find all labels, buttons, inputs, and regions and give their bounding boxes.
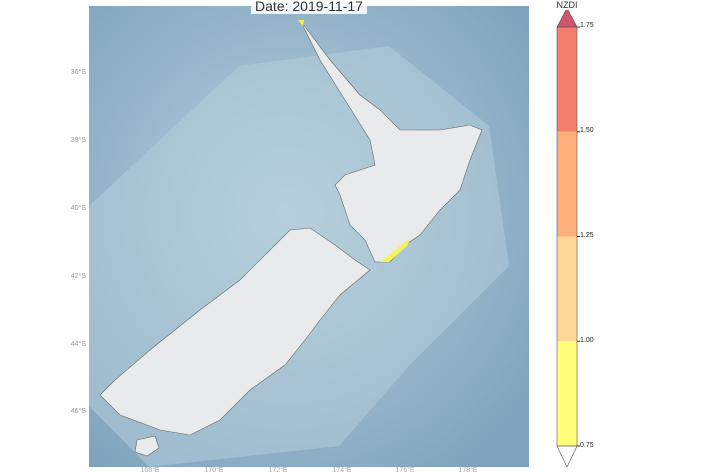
lat-label: 38°S xyxy=(70,137,86,144)
nzdi-highlight-north xyxy=(298,20,304,26)
colorbar-over-triangle xyxy=(556,7,578,28)
lat-label: 36°S xyxy=(70,69,86,76)
lon-label: 168°E xyxy=(140,467,160,474)
colorbar-tick: 0.75 xyxy=(580,442,594,449)
colorbar-tick: 1.50 xyxy=(580,127,594,134)
colorbar-bin xyxy=(557,27,577,132)
nzdi-highlight-wairarapa xyxy=(380,238,411,262)
lon-label: 170°E xyxy=(204,467,224,474)
lon-label: 172°E xyxy=(268,467,288,474)
lat-label: 42°S xyxy=(70,273,86,280)
south-island xyxy=(99,227,371,436)
colorbar-bin xyxy=(557,131,577,237)
colorbar-bin xyxy=(557,341,577,446)
colorbar-tick: 1.00 xyxy=(580,337,594,344)
lon-label: 176°E xyxy=(395,467,415,474)
colorbar xyxy=(556,7,580,468)
lat-label: 46°S xyxy=(70,408,86,415)
colorbar-under-triangle xyxy=(556,445,578,468)
lat-label: 40°S xyxy=(70,205,86,212)
stewart-island xyxy=(134,435,160,457)
colorbar-bin xyxy=(557,236,577,342)
lon-label: 174°E xyxy=(332,467,352,474)
map-title-wrap: Date: 2019-11-17 xyxy=(89,0,529,14)
map[interactable] xyxy=(89,6,529,467)
map-title: Date: 2019-11-17 xyxy=(251,0,367,14)
colorbar-tick: 1.25 xyxy=(580,232,594,239)
lat-label: 44°S xyxy=(70,341,86,348)
lon-label: 178°E xyxy=(458,467,478,474)
colorbar-tick: 1.75 xyxy=(580,22,594,29)
colorbar-label: NZDI xyxy=(554,0,580,10)
colorbar-label-wrap: NZDI xyxy=(542,0,592,10)
